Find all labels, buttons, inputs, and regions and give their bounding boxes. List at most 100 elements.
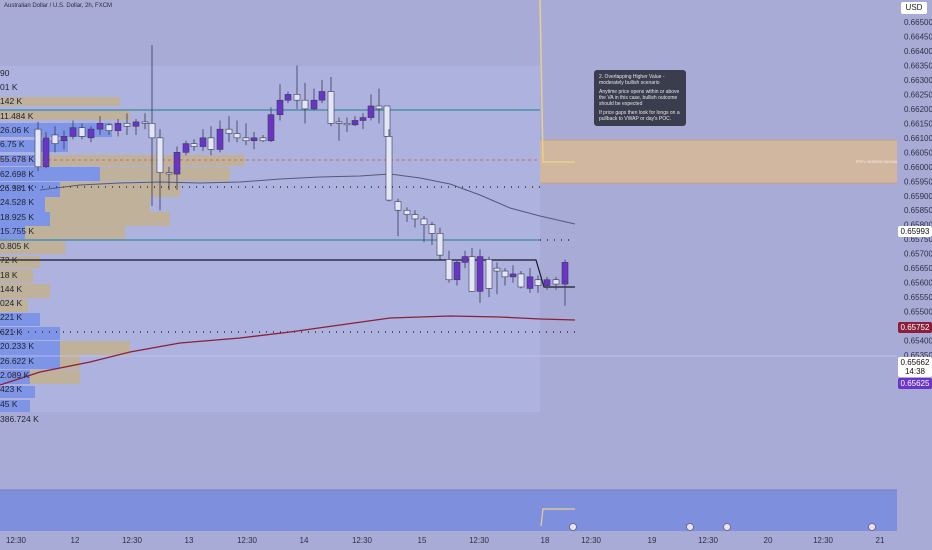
candle-body [385,136,393,201]
profile-bar [0,269,33,283]
profile-label: 20.233 K [0,341,34,351]
profile-label: 18.925 K [0,212,34,222]
candle-body [60,136,68,142]
candle-body [420,218,428,226]
price-tag: 0.65993 [898,226,932,237]
profile-bar [60,341,130,355]
annotation-body-1: Anytime price opens within or above the … [599,89,680,107]
profile-label: 90 [0,68,10,78]
price-tick: 0.65750 [904,235,932,244]
profile-bar [0,284,50,298]
candle-body [343,123,351,126]
profile-label: 01 K [0,82,18,92]
time-tick: 12:30 [6,536,27,545]
candle-body [259,137,267,142]
price-tag: 0.65752 [898,322,932,333]
profile-bar [0,167,100,181]
profile-bar [0,97,120,106]
profile-label: 11.484 K [0,111,34,121]
profile-bar [0,386,35,398]
candle-body [552,279,560,285]
profile-label: 26.06 K [0,125,30,135]
currency-button[interactable]: USD [901,2,927,14]
candle-body [51,134,59,144]
annotation-note[interactable]: 2. Overlapping Higher Value - moderately… [594,70,686,126]
profile-label: 72 K [0,255,18,265]
profile-bar [0,341,60,355]
prev-low-line [0,259,575,288]
profile-bar [0,256,40,268]
profile-bar [0,370,30,384]
vwap-line [0,315,576,386]
profile-bar [0,299,28,312]
time-tick: 12:30 [581,536,602,545]
price-tick: 0.65650 [904,264,932,273]
price-tick: 0.65550 [904,293,932,302]
candle-body [173,152,181,175]
price-tick: 0.65850 [904,206,932,215]
candle-body [225,128,233,134]
price-tag: 14:38 [898,366,932,377]
candle-body [335,121,343,124]
price-tick: 0.65350 [904,351,932,360]
profile-label: 45 K [0,399,18,409]
profile-bar [0,241,65,254]
candle-body [375,105,383,110]
candle-body [96,123,104,130]
indicator-panel [0,490,897,531]
symbol-title: Australian Dollar / U.S. Dollar, 2h, FXC… [4,3,113,9]
price-tick: 0.66400 [904,47,932,56]
candle-body [411,214,419,220]
time-axis[interactable]: 12:30 12 12:30 13 12:30 14 12:30 15 12:30 18 12:30… [6,536,885,545]
candle-body [327,91,335,124]
time-tick: 15 [418,536,427,545]
profile-label: 0.805 K [0,241,30,251]
profile-bar [0,226,25,239]
candle-body [359,117,367,121]
zone-label: PREV. SESSION VAH/VAL [856,160,898,164]
candle-body [165,172,173,175]
candle-body [561,262,569,285]
candle-body [156,137,164,173]
candle-body [267,114,275,142]
price-tick: 0.66250 [904,90,932,99]
candle-body [485,259,493,289]
profile-label: 386.724 K [0,414,39,424]
price-tick: 0.66450 [904,32,932,41]
time-tick: 21 [876,536,885,545]
candle-body [534,279,542,286]
time-tick: 12 [71,536,80,545]
profile-bar [0,313,40,326]
profile-label: 142 K [0,96,23,106]
profile-label: 18 K [0,270,18,280]
candle-body [199,137,207,147]
profile-label: 621 K [0,327,23,337]
time-tick: 13 [185,536,194,545]
price-tick: 0.65500 [904,308,932,317]
profile-label: 24.528 K [0,197,34,207]
candle-body [69,127,77,137]
price-tick: 0.65800 [904,221,932,230]
time-tick: 12:30 [469,536,490,545]
price-tick: 0.65700 [904,250,932,259]
time-tick: 12:30 [813,536,834,545]
event-icons [569,523,876,531]
time-tick: 12:30 [237,536,258,545]
candle-body [114,123,122,131]
profile-label: 26.622 K [0,356,34,366]
price-tick: 0.66000 [904,163,932,172]
annotation-title: 2. Overlapping Higher Value - moderately… [599,74,665,86]
economic-event-icon [868,523,876,531]
candle-body [509,273,517,278]
economic-event-icon [686,523,694,531]
candle-body [141,121,149,124]
profile-bar [0,111,130,120]
candle-body [34,128,42,168]
annotation-body-2: If price gaps then look for longs on a p… [599,110,680,122]
price-tick: 0.65400 [904,337,932,346]
candle-body [42,137,50,168]
candle-body [501,270,509,278]
time-tick: 18 [541,536,550,545]
candle-body [250,137,258,142]
